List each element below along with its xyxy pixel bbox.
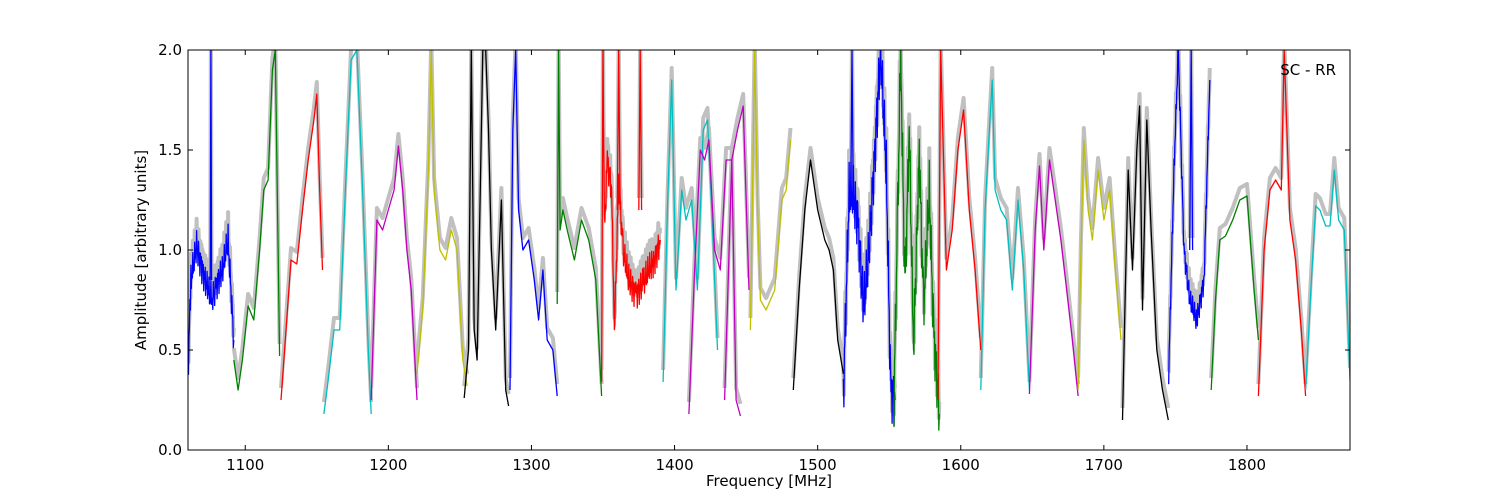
series-segment-24 [1077,139,1122,391]
series-segment-3 [280,93,324,401]
series-segment-7 [463,50,510,407]
y-tick-label: 0.0 [158,441,182,459]
background-envelope-0 [188,210,236,365]
x-tick-label: 1500 [799,456,837,474]
background-envelope-2 [231,50,282,380]
y-axis-label: Amplitude [arbitrary units] [132,150,150,350]
x-tick-label: 1700 [1085,456,1123,474]
panel-annotation: SC - RR [1280,61,1336,79]
series-segment-26 [1167,50,1211,385]
series-segment-20 [892,50,940,431]
background-envelope-5 [369,132,419,389]
series-segment-17 [792,159,845,391]
series-segment-19 [849,50,855,211]
series-segment-27 [1189,50,1194,251]
y-tick-label: 1.5 [158,141,182,159]
x-tick-label: 1100 [226,456,264,474]
y-tick-label: 1.0 [158,241,182,259]
y-tick-label: 2.0 [158,41,182,59]
series-segment-0 [188,223,235,375]
series-segment-8 [509,50,558,397]
y-tick-label: 0.5 [158,341,182,359]
x-tick-label: 1200 [369,456,407,474]
series-segment-4 [323,50,372,415]
x-tick-label: 1800 [1228,456,1266,474]
x-tick-label: 1400 [655,456,693,474]
plot-background [188,50,1350,450]
series-segment-9 [556,50,603,397]
background-envelope-23 [1027,146,1081,385]
series-segment-23 [1028,159,1079,397]
series-segment-22 [980,79,1031,391]
x-axis-ticks: 1100 1200 1300 1400 1500 1600 1700 1800 [226,50,1266,474]
series-segment-29 [1257,50,1307,397]
series-segment-30 [1304,169,1350,391]
series-segment-5 [370,145,418,401]
y-axis-ticks: 0.0 0.5 1.0 1.5 2.0 [158,41,1350,459]
series-segment-14 [688,139,742,417]
series-segment-10 [600,50,661,383]
x-tick-label: 1600 [942,456,980,474]
series-segment-11 [616,50,621,211]
x-tick-label: 1300 [512,456,550,474]
series-segment-6 [416,50,468,387]
plot-area [187,49,1351,451]
series-segment-2 [233,50,281,391]
series-segment-25 [1121,105,1169,421]
series-segment-28 [1210,195,1260,391]
series-segment-16 [749,50,792,331]
series-segment-1 [209,50,213,281]
series-segment-12 [638,50,643,211]
x-axis-label: Frequency [MHz] [706,472,832,490]
series-segment-13 [662,79,719,383]
background-envelope-30 [1303,156,1350,379]
series-segment-21 [937,50,982,401]
background-envelope-28 [1209,182,1261,379]
background-envelope-17 [791,146,846,379]
series-layer [188,50,1350,431]
series-segment-15 [723,105,750,401]
series-segment-18 [842,50,896,427]
